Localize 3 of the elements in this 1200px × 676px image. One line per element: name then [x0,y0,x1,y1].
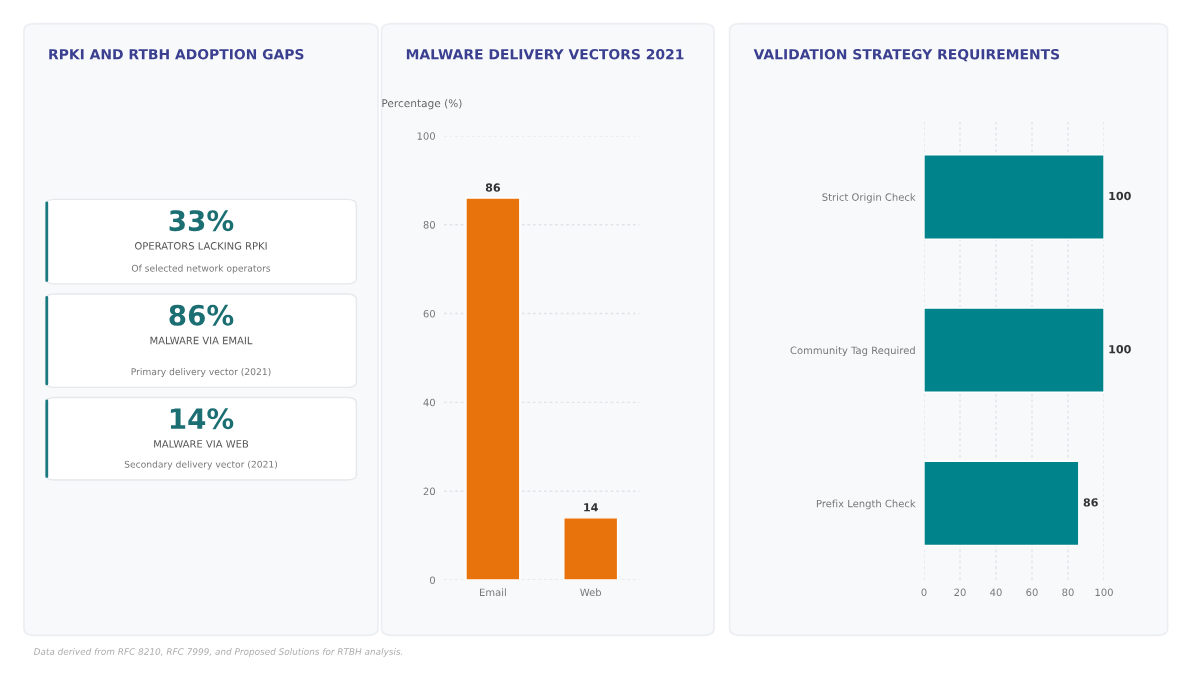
text: 14% [170,408,234,430]
text: 33% [169,210,234,232]
text: 86% [169,304,234,326]
